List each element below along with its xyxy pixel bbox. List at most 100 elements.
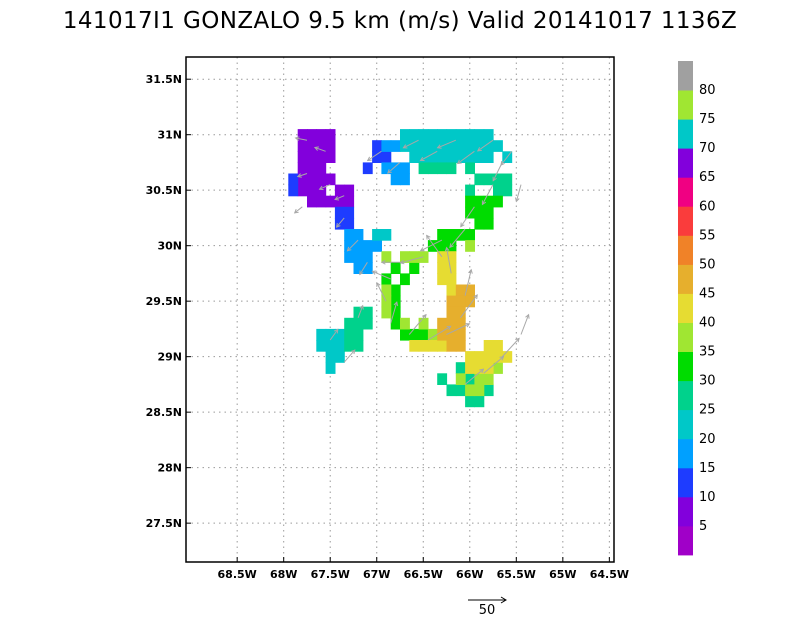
wind-speed-cell bbox=[288, 184, 299, 197]
wind-vector-shaft bbox=[427, 325, 451, 341]
y-tick-label: 30N bbox=[157, 240, 182, 253]
wind-speed-cell bbox=[446, 328, 457, 341]
wind-speed-cell bbox=[483, 362, 494, 374]
wind-vector-head bbox=[444, 246, 450, 252]
wind-vector-head bbox=[419, 247, 425, 252]
wind-speed-cell bbox=[418, 151, 429, 163]
x-tick-label: 65.5W bbox=[497, 568, 536, 581]
wind-speed-cell bbox=[418, 340, 429, 352]
wind-vector bbox=[500, 150, 513, 166]
wind-speed-cell bbox=[418, 317, 429, 330]
wind-speed-cell bbox=[493, 340, 503, 352]
wind-speed-cell bbox=[437, 162, 448, 175]
x-tick-label: 67W bbox=[363, 568, 390, 581]
wind-speed-cell bbox=[381, 229, 392, 241]
wind-speed-cell bbox=[483, 151, 494, 163]
wind-speed-cell bbox=[427, 162, 438, 175]
wind-speed-cell bbox=[474, 351, 485, 363]
wind-vector-shaft bbox=[314, 147, 326, 152]
wind-vector-head bbox=[296, 173, 302, 178]
colorbar-label: 45 bbox=[699, 287, 716, 302]
wind-vector bbox=[390, 301, 399, 324]
wind-speed-cell bbox=[483, 129, 494, 141]
wind-vector-head bbox=[476, 147, 482, 152]
wind-speed-cell bbox=[409, 328, 420, 341]
y-tick-label: 27.5N bbox=[146, 517, 182, 530]
wind-vector-shaft bbox=[420, 239, 443, 252]
wind-speed-cell bbox=[353, 262, 364, 274]
y-tick-label: 28.5N bbox=[146, 406, 182, 419]
y-tick-label: 28N bbox=[157, 462, 182, 475]
wind-vector-shaft bbox=[408, 314, 427, 335]
wind-speed-cell bbox=[446, 295, 457, 308]
wind-speed-cell bbox=[344, 328, 355, 341]
wind-speed-cell bbox=[465, 351, 475, 363]
x-tick-label: 66.5W bbox=[404, 568, 443, 581]
wind-speed-field bbox=[288, 129, 513, 408]
wind-vector-shaft bbox=[367, 150, 382, 161]
wind-vector-head bbox=[473, 294, 478, 300]
wind-speed-cell bbox=[446, 317, 457, 330]
wind-speed-cell bbox=[409, 129, 420, 141]
wind-speed-cell bbox=[307, 195, 317, 208]
wind-speed-cell bbox=[474, 395, 485, 408]
wind-speed-cell bbox=[316, 340, 327, 352]
colorbar-swatch bbox=[678, 525, 693, 556]
colorbar-label: 75 bbox=[699, 112, 716, 127]
wind-vector-head bbox=[525, 313, 530, 319]
wind-vector-head bbox=[460, 222, 465, 228]
wind-speed-cell bbox=[465, 129, 475, 141]
wind-vector-shaft bbox=[437, 139, 456, 149]
colorbar-label: 35 bbox=[699, 345, 716, 360]
wind-vector bbox=[357, 304, 364, 318]
wind-speed-cell bbox=[483, 173, 494, 186]
wind-vector bbox=[380, 259, 405, 265]
wind-speed-cell bbox=[325, 340, 336, 352]
wind-vector bbox=[501, 337, 520, 358]
wind-speed-cell bbox=[455, 140, 466, 152]
wind-vector-shaft bbox=[336, 217, 345, 228]
wind-speed-cell bbox=[483, 340, 494, 352]
wind-vector-shaft bbox=[483, 356, 504, 374]
wind-speed-cell bbox=[325, 140, 336, 152]
wind-vector bbox=[408, 313, 427, 335]
wind-speed-cell bbox=[344, 217, 355, 230]
x-tick-label: 66W bbox=[456, 568, 483, 581]
wind-speed-cell bbox=[381, 273, 392, 286]
wind-speed-cell bbox=[427, 140, 438, 152]
wind-speed-cell bbox=[437, 129, 448, 141]
wind-speed-cell bbox=[400, 162, 410, 175]
wind-vector-head bbox=[393, 301, 399, 307]
wind-vector-head bbox=[449, 243, 454, 249]
wind-speed-cell bbox=[344, 317, 355, 330]
colorbar-swatch bbox=[678, 293, 693, 323]
y-tick-label: 31.5N bbox=[146, 73, 182, 86]
wind-speed-cell bbox=[474, 195, 485, 208]
wind-speed-cell bbox=[437, 328, 448, 341]
wind-vector bbox=[419, 150, 438, 161]
x-tick-label: 67.5W bbox=[311, 568, 350, 581]
wind-speed-cell bbox=[446, 129, 457, 141]
wind-vector-shaft bbox=[357, 305, 364, 318]
wind-speed-cell bbox=[381, 140, 392, 152]
wind-vector-head bbox=[456, 159, 462, 165]
wind-speed-cell bbox=[381, 284, 392, 297]
wind-vector-shaft bbox=[376, 282, 387, 302]
wind-vector-shaft bbox=[295, 137, 308, 141]
colorbar-swatch bbox=[678, 322, 693, 352]
wind-vector-shaft bbox=[464, 368, 484, 385]
wind-speed-cell bbox=[344, 206, 355, 219]
wind-speed-cell bbox=[362, 240, 373, 252]
colorbar-swatch bbox=[678, 467, 693, 498]
colorbar-label: 30 bbox=[699, 374, 716, 389]
wind-vector-shaft bbox=[343, 349, 356, 363]
wind-speed-cell bbox=[493, 195, 503, 208]
wind-vector-shaft bbox=[403, 139, 419, 149]
colorbar-swatch bbox=[678, 496, 693, 527]
wind-speed-cell bbox=[418, 129, 429, 141]
wind-speed-cell bbox=[446, 306, 457, 319]
wind-speed-cell bbox=[446, 262, 457, 274]
wind-speed-cell bbox=[493, 362, 503, 374]
wind-speed-cell bbox=[455, 151, 466, 163]
